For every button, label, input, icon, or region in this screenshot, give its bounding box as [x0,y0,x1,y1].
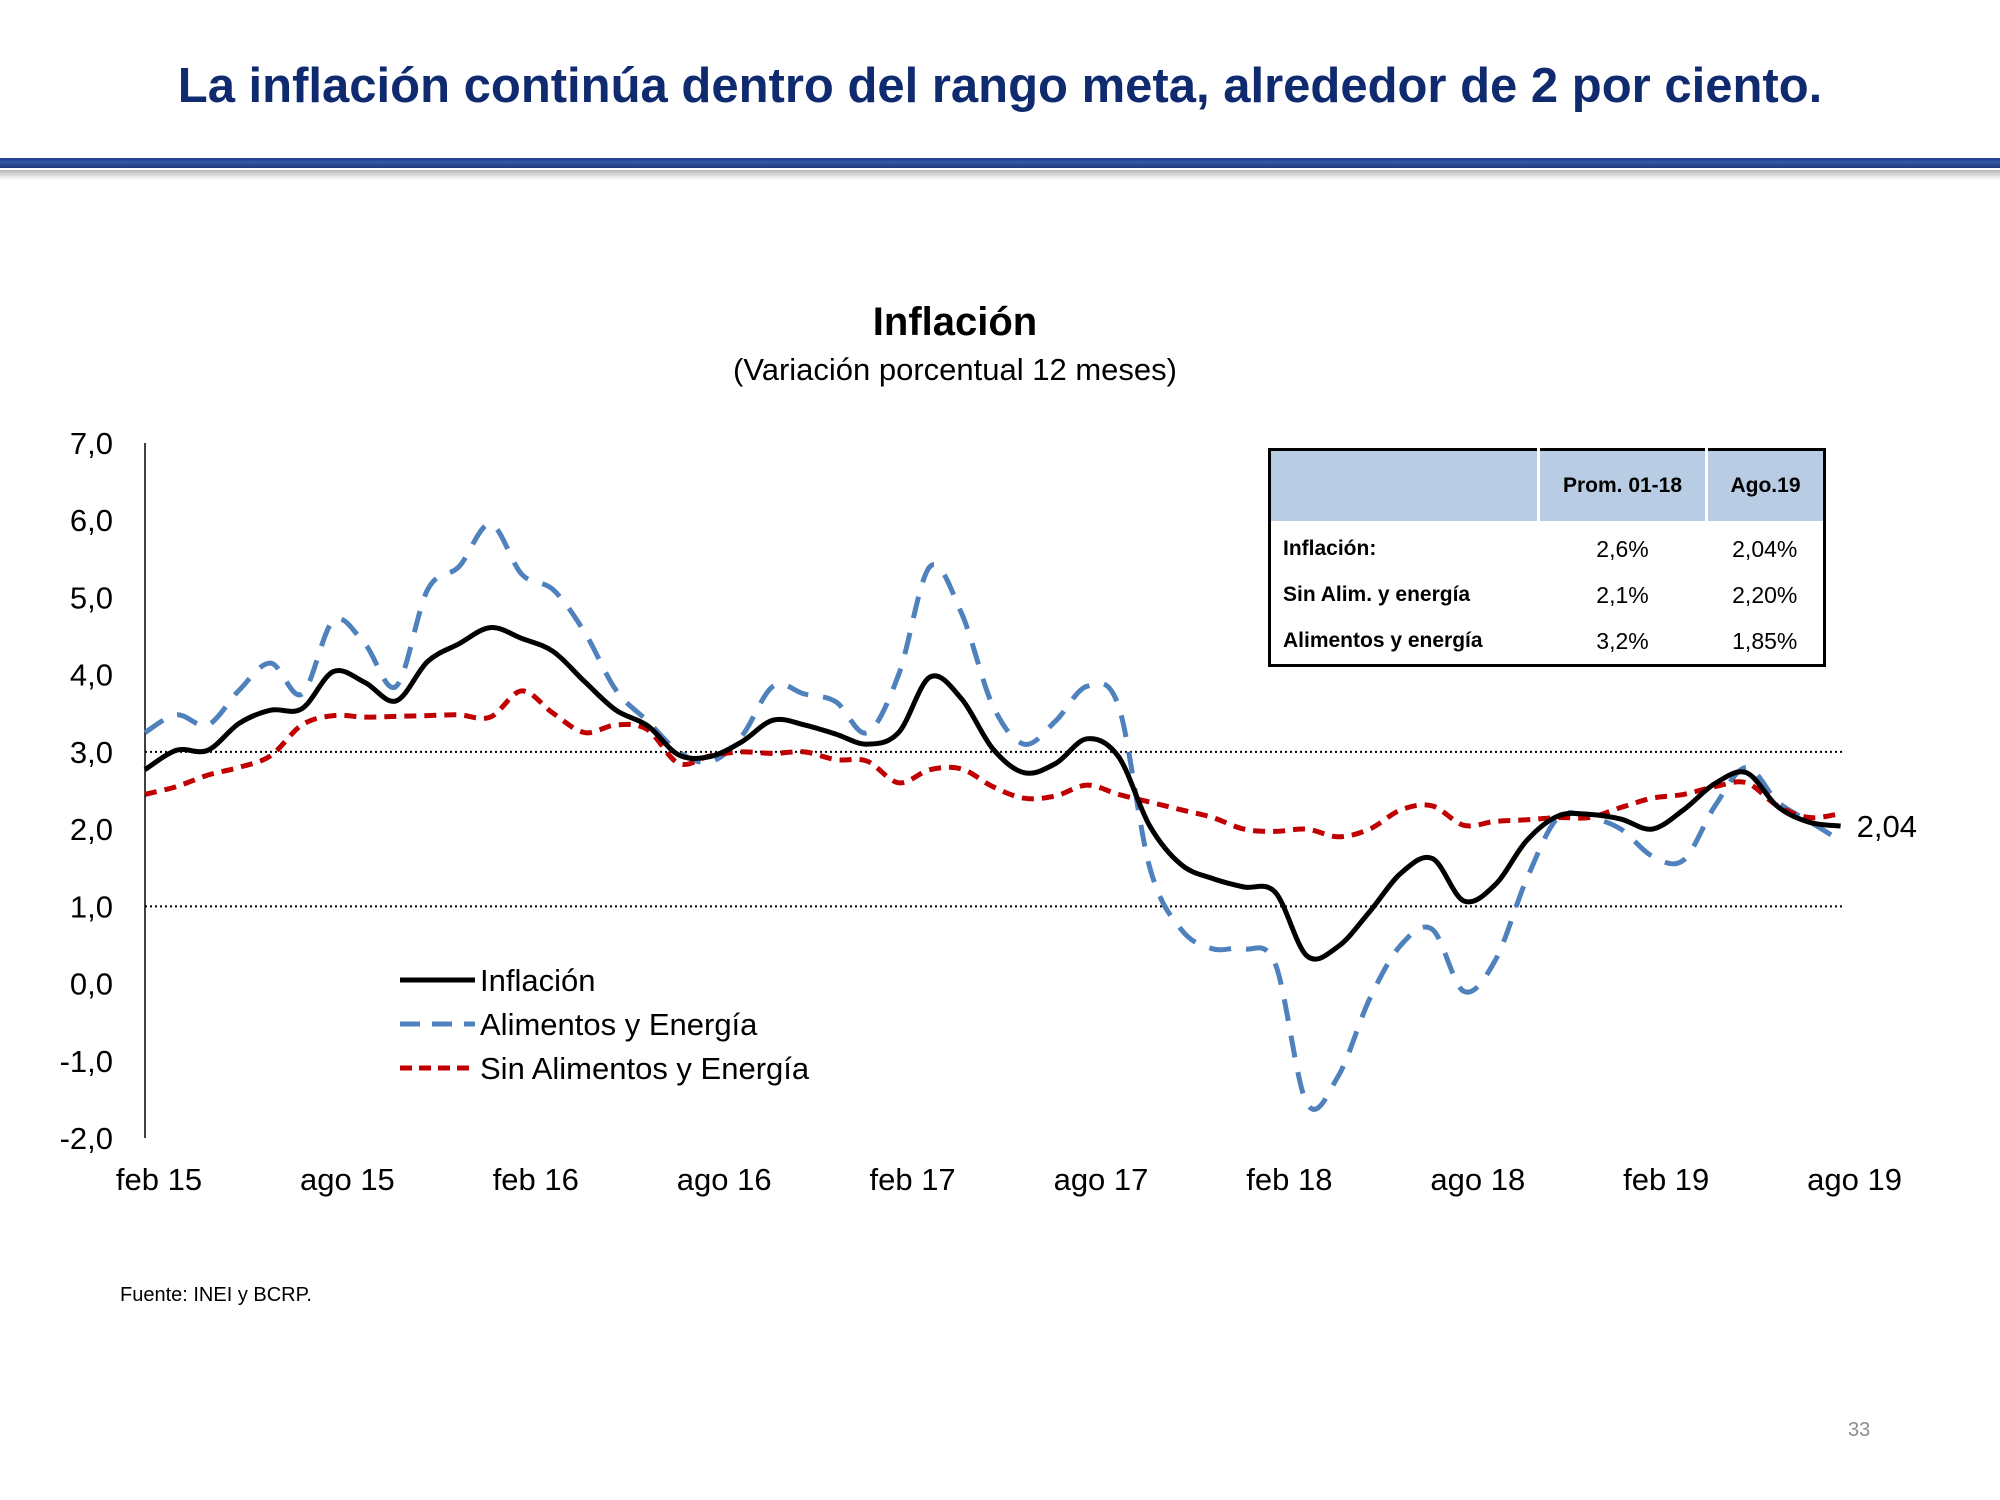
title-divider [0,158,2000,168]
chart-labels: 2,04 [1857,809,1917,844]
table-header-empty [1269,449,1540,521]
y-tick-label: -2,0 [60,1121,113,1156]
table-row: Sin Alim. y energía 2,1% 2,20% [1270,572,1825,618]
y-tick-label: 0,0 [70,967,113,1002]
y-tick-label: 1,0 [70,889,113,924]
table-row: Inflación: 2,6% 2,04% [1270,521,1825,572]
y-tick-label: 7,0 [70,426,113,461]
end-value-label: 2,04 [1857,809,1917,844]
y-tick-label: 6,0 [70,503,113,538]
source-note: Fuente: INEI y BCRP. [120,1284,312,1306]
title-divider-shadow [0,170,2000,180]
table-header-prom: Prom. 01-18 [1538,449,1708,521]
chart-series [143,521,1842,1112]
y-tick-label: -1,0 [60,1044,113,1079]
x-tick-label: feb 16 [493,1162,579,1197]
chart-subtitle: (Variación porcentual 12 meses) [733,352,1177,387]
table-cell-prom: 3,2% [1596,627,1649,654]
legend-label: Sin Alimentos y Energía [480,1051,810,1086]
table-cell-ago: 2,04% [1732,535,1798,562]
x-tick-label: ago 16 [677,1162,772,1197]
table-cell-ago: 2,20% [1732,581,1798,608]
table-header-row: Prom. 01-18 Ago.19 [1269,449,1825,521]
x-tick-label: feb 17 [869,1162,955,1197]
y-tick-label: 5,0 [70,580,113,615]
legend-label: Inflación [480,963,595,998]
x-tick-label: ago 18 [1430,1162,1525,1197]
summary-table: Prom. 01-18 Ago.19 Inflación: 2,6% 2,04%… [1268,448,1826,667]
table-cell-ago: 1,85% [1732,627,1798,654]
x-tick-label: ago 17 [1054,1162,1149,1197]
y-tick-label: 2,0 [70,812,113,847]
legend-label: Alimentos y Energía [480,1007,758,1042]
slide-title: La inflación continúa dentro del rango m… [177,59,1823,113]
series-line-sin-alimentos [144,688,1841,840]
series-line-inflacion [143,625,1841,962]
table-header-ago: Ago.19 [1706,449,1825,521]
series-line-alimentos [143,521,1842,1112]
table-cell-prom: 2,1% [1596,581,1649,608]
x-tick-label: ago 15 [300,1162,395,1197]
reference-lines [145,750,1845,908]
table-cell-prom: 2,6% [1596,535,1649,562]
y-tick-label: 3,0 [70,735,113,770]
table-row: Alimentos y energía 3,2% 1,85% [1270,618,1825,666]
chart-legend: Inflación Alimentos y Energía Sin Alimento… [400,963,810,1086]
x-tick-label: feb 18 [1246,1162,1332,1197]
x-tick-label: feb 19 [1623,1162,1709,1197]
table-row-label: Sin Alim. y energía [1283,583,1471,606]
x-tick-label: feb 15 [116,1162,202,1197]
y-tick-label: 4,0 [70,658,113,693]
table-row-label: Inflación: [1283,537,1377,560]
x-tick-label: ago 19 [1807,1162,1902,1197]
chart-title: Inflación [872,300,1038,344]
table-row-label: Alimentos y energía [1283,629,1483,652]
page-number: 33 [1848,1419,1871,1441]
